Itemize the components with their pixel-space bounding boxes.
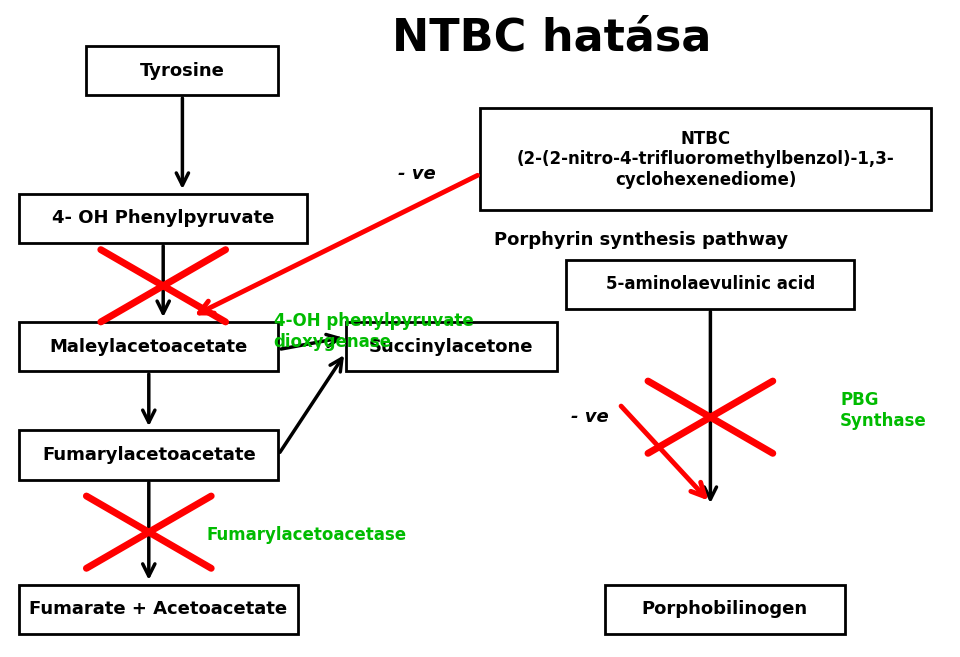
FancyBboxPatch shape [19,194,307,243]
Text: 4-OH phenylpyruvate
dioxygenase: 4-OH phenylpyruvate dioxygenase [274,312,473,351]
Text: Porphyrin synthesis pathway: Porphyrin synthesis pathway [494,231,788,249]
Text: - ve: - ve [571,408,609,426]
FancyBboxPatch shape [19,430,278,480]
Text: Fumarylacetoacetase: Fumarylacetoacetase [206,526,406,545]
Text: Succinylacetone: Succinylacetone [369,338,534,355]
Text: Tyrosine: Tyrosine [140,62,225,79]
Text: Porphobilinogen: Porphobilinogen [641,600,808,618]
Text: Maleylacetoacetate: Maleylacetoacetate [50,338,248,355]
FancyBboxPatch shape [19,322,278,371]
Text: NTBC
(2-(2-nitro-4-trifluoromethylbenzol)-1,3-
cyclohexenediome): NTBC (2-(2-nitro-4-trifluoromethylbenzol… [516,129,895,189]
FancyBboxPatch shape [605,585,845,634]
FancyBboxPatch shape [566,260,854,309]
Text: 4- OH Phenylpyruvate: 4- OH Phenylpyruvate [52,210,275,227]
Text: NTBC hatása: NTBC hatása [393,16,711,59]
FancyBboxPatch shape [86,46,278,95]
FancyBboxPatch shape [19,585,298,634]
FancyBboxPatch shape [480,108,931,210]
Text: - ve: - ve [398,165,436,183]
Text: Fumarate + Acetoacetate: Fumarate + Acetoacetate [30,600,287,618]
Text: 5-aminolaevulinic acid: 5-aminolaevulinic acid [606,275,815,293]
FancyBboxPatch shape [346,322,557,371]
Text: Fumarylacetoacetate: Fumarylacetoacetate [42,446,255,464]
Text: PBG
Synthase: PBG Synthase [840,391,926,430]
